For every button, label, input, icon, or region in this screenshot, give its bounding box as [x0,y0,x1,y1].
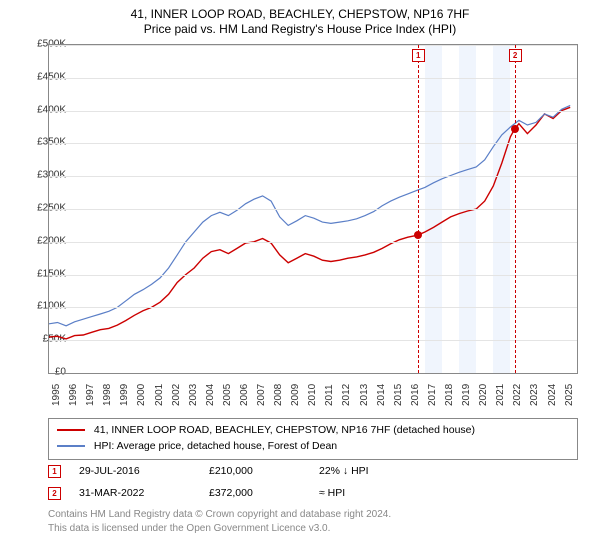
gridline-h [49,111,577,112]
sale-price: £210,000 [209,465,319,477]
chart-subtitle: Price paid vs. HM Land Registry's House … [0,22,600,40]
gridline-h [49,242,577,243]
sale-marker-box: 2 [509,49,522,62]
sale-dot [414,231,422,239]
x-tick-label: 2020 [478,384,489,406]
x-tick-label: 2011 [324,384,335,406]
legend-label-hpi: HPI: Average price, detached house, Fore… [94,440,337,452]
sale-row: 1 29-JUL-2016£210,00022% ↓ HPI [48,460,578,482]
gridline-h [49,307,577,308]
x-tick-label: 2012 [341,384,352,406]
sale-vline [515,45,516,373]
x-tick-label: 1999 [119,384,130,406]
sale-vline [418,45,419,373]
x-tick-label: 2024 [547,384,558,406]
x-tick-label: 2015 [393,384,404,406]
x-tick-label: 1997 [85,384,96,406]
legend-item-hpi: HPI: Average price, detached house, Fore… [57,439,569,455]
x-tick-label: 1998 [102,384,113,406]
x-tick-label: 2022 [512,384,523,406]
sale-date: 31-MAR-2022 [79,487,209,499]
chart-container: 41, INNER LOOP ROAD, BEACHLEY, CHEPSTOW,… [0,0,600,560]
sale-price: £372,000 [209,487,319,499]
legend-item-property: 41, INNER LOOP ROAD, BEACHLEY, CHEPSTOW,… [57,423,569,439]
x-tick-label: 2016 [410,384,421,406]
sale-date: 29-JUL-2016 [79,465,209,477]
footer-text: Contains HM Land Registry data © Crown c… [48,508,578,535]
gridline-h [49,78,577,79]
footer-line-1: Contains HM Land Registry data © Crown c… [48,508,578,522]
series-property [49,107,570,339]
x-tick-label: 2014 [376,384,387,406]
sale-row-marker: 1 [48,465,61,478]
x-tick-label: 2023 [529,384,540,406]
x-tick-label: 2001 [154,384,165,406]
x-tick-label: 1996 [68,384,79,406]
plot-area: 12 [48,44,578,374]
x-tick-label: 2025 [564,384,575,406]
gridline-h [49,209,577,210]
legend-label-property: 41, INNER LOOP ROAD, BEACHLEY, CHEPSTOW,… [94,424,475,436]
x-tick-label: 2004 [205,384,216,406]
x-tick-label: 2013 [359,384,370,406]
sale-marker-box: 1 [412,49,425,62]
x-tick-label: 2010 [307,384,318,406]
x-tick-label: 2021 [495,384,506,406]
series-hpi [49,105,570,325]
gridline-h [49,275,577,276]
x-tick-label: 2005 [222,384,233,406]
x-tick-label: 2008 [273,384,284,406]
sales-table: 1 29-JUL-2016£210,00022% ↓ HPI 2 31-MAR-202… [48,460,578,504]
x-tick-label: 2003 [188,384,199,406]
x-tick-label: 2017 [427,384,438,406]
x-axis-labels: 1995 1996 1997 1998 1999 2000 2001 2002 2003 2004… [48,376,578,416]
x-tick-label: 2006 [239,384,250,406]
legend: 41, INNER LOOP ROAD, BEACHLEY, CHEPSTOW,… [48,418,578,460]
legend-swatch-property [57,429,85,431]
legend-swatch-hpi [57,445,85,447]
x-tick-label: 2007 [256,384,267,406]
sale-vs-hpi: ≈ HPI [319,487,429,499]
x-tick-label: 1995 [51,384,62,406]
footer-line-2: This data is licensed under the Open Gov… [48,522,578,536]
x-tick-label: 2018 [444,384,455,406]
sale-vs-hpi: 22% ↓ HPI [319,465,429,477]
gridline-h [49,340,577,341]
x-tick-label: 2019 [461,384,472,406]
sale-row: 2 31-MAR-2022£372,000≈ HPI [48,482,578,504]
chart-title: 41, INNER LOOP ROAD, BEACHLEY, CHEPSTOW,… [0,0,600,22]
sale-row-marker: 2 [48,487,61,500]
gridline-h [49,45,577,46]
x-tick-label: 2000 [136,384,147,406]
gridline-h [49,176,577,177]
x-tick-label: 2009 [290,384,301,406]
x-tick-label: 2002 [171,384,182,406]
gridline-h [49,143,577,144]
sale-dot [511,125,519,133]
